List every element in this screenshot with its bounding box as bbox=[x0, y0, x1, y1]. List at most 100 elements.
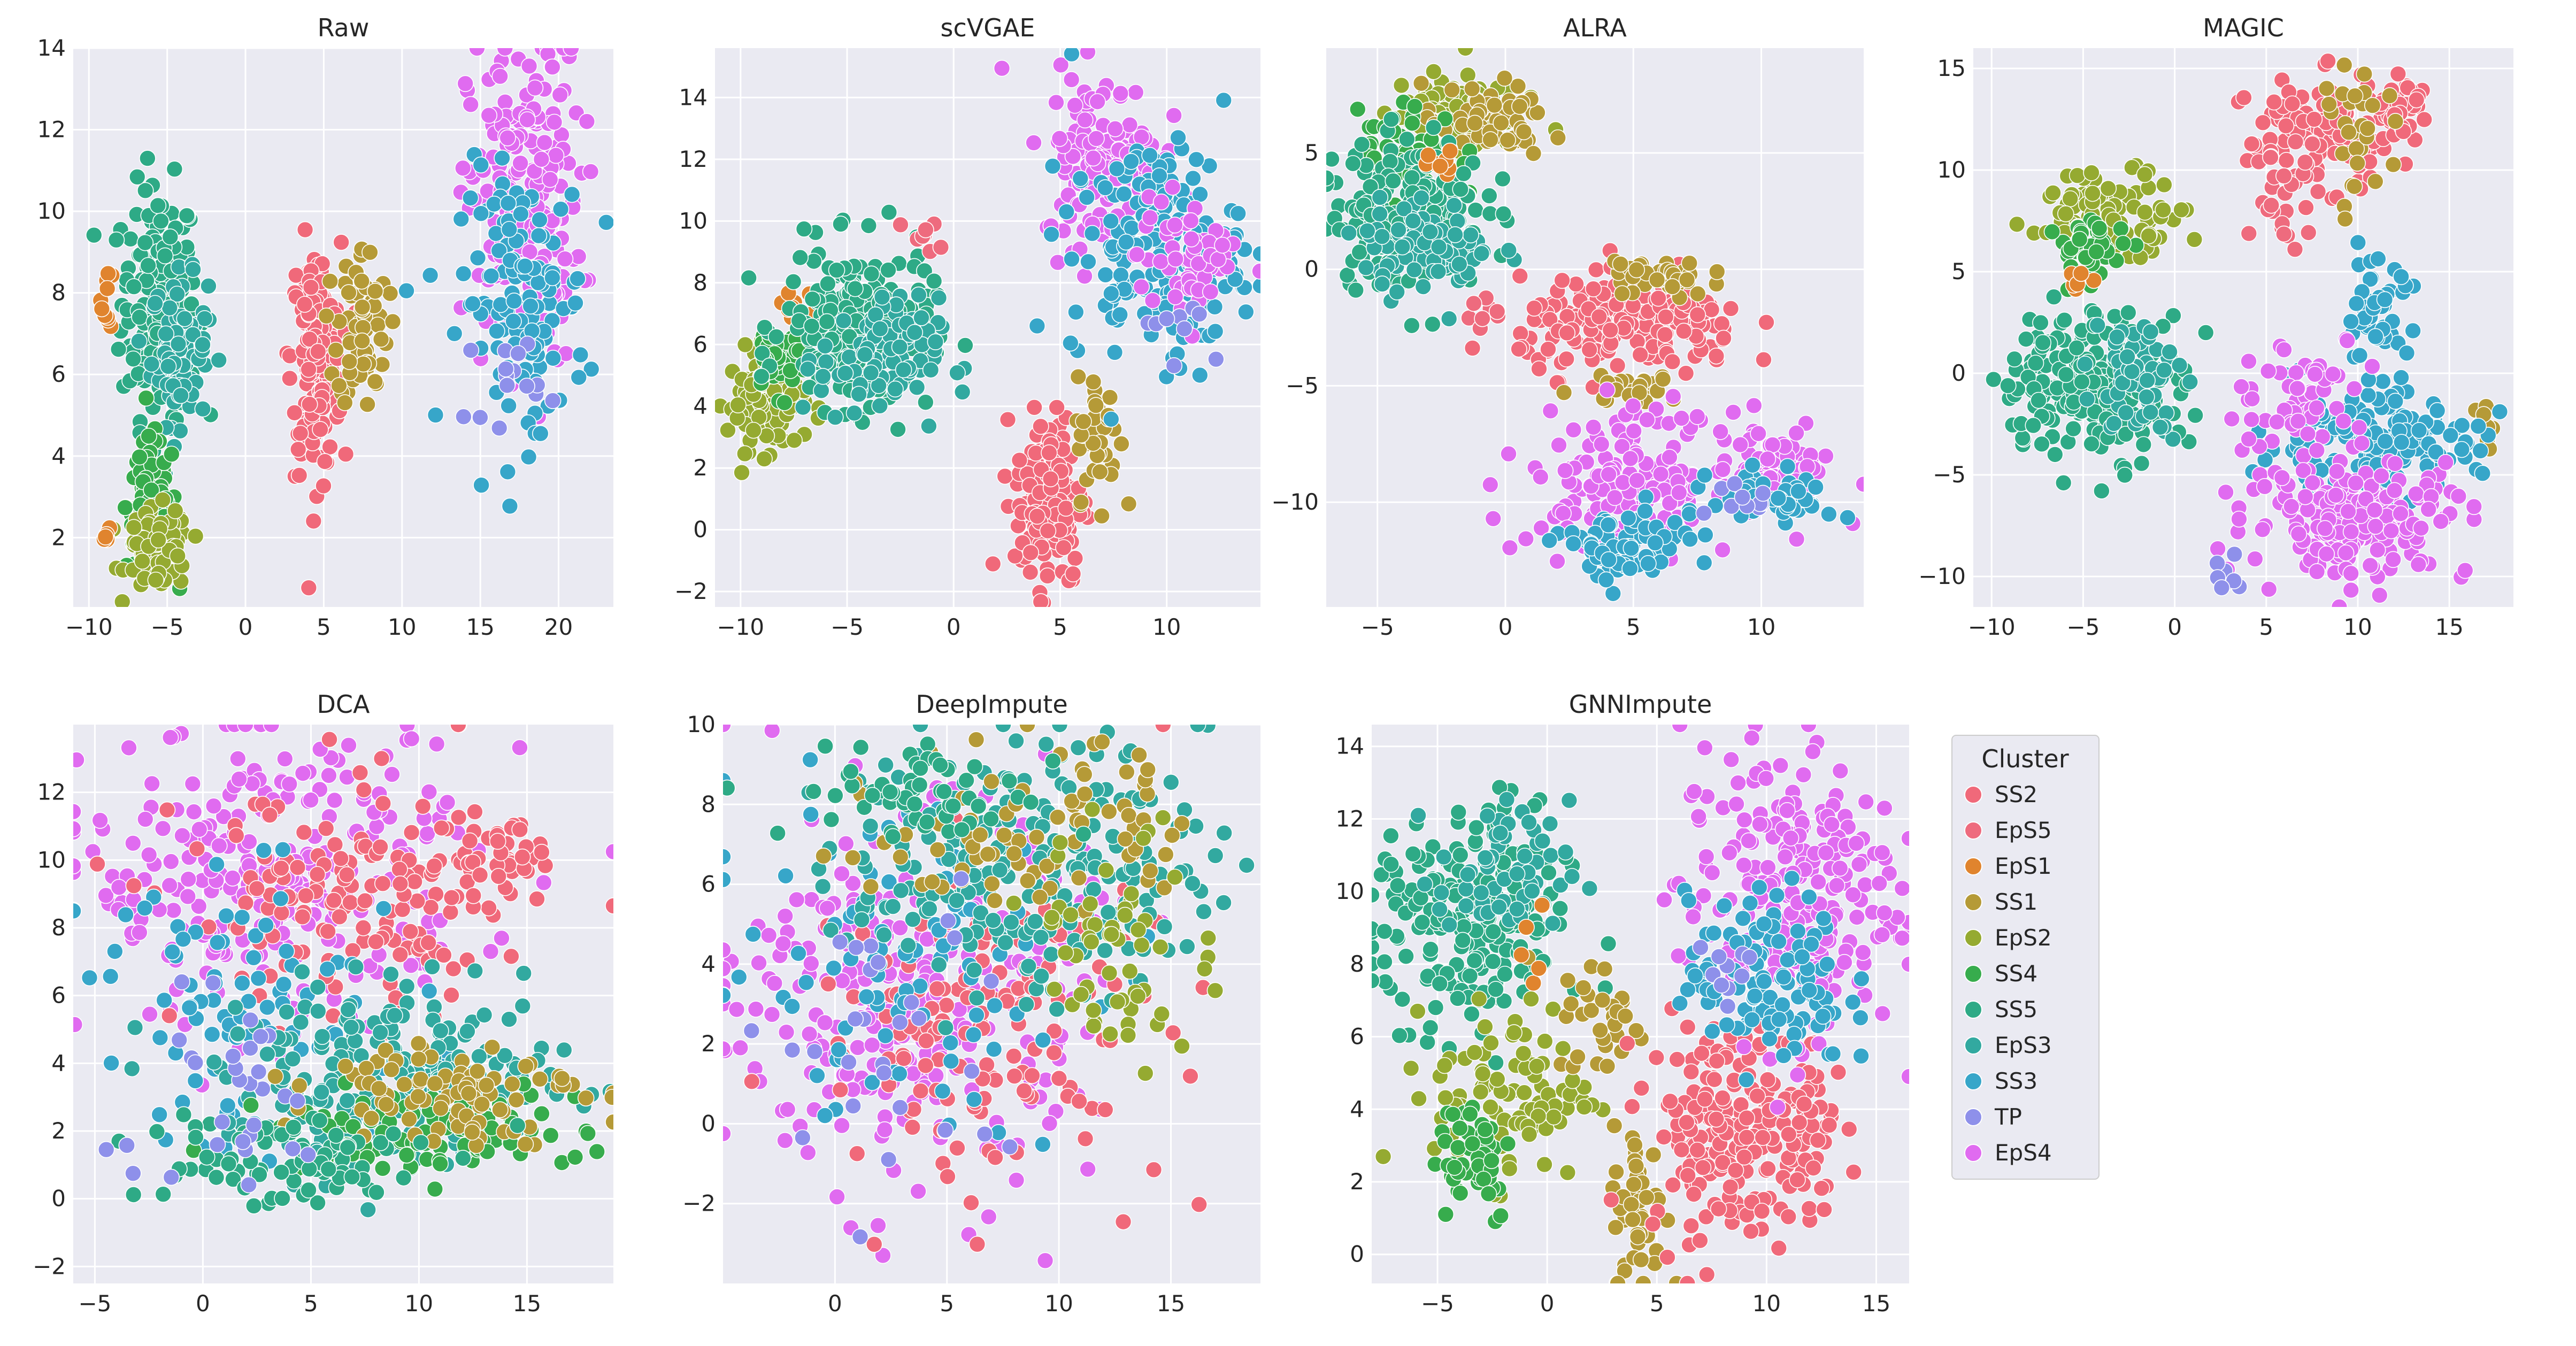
point-ss1 bbox=[1072, 494, 1090, 511]
point-ss5 bbox=[152, 212, 170, 230]
point-ss5 bbox=[2032, 314, 2049, 332]
point-eps4 bbox=[605, 843, 613, 860]
scatter-points bbox=[85, 48, 613, 607]
point-eps2 bbox=[134, 552, 151, 570]
point-eps4 bbox=[165, 902, 182, 919]
y-tick-label: −5 bbox=[1286, 372, 1319, 398]
point-eps3 bbox=[1404, 212, 1422, 229]
point-eps4 bbox=[2465, 498, 2483, 516]
point-ss2 bbox=[372, 838, 389, 856]
point-eps4 bbox=[2386, 455, 2404, 472]
point-ss5 bbox=[2065, 420, 2082, 437]
point-ss2 bbox=[1664, 353, 1681, 371]
point-eps4 bbox=[1182, 212, 1199, 229]
point-ss1 bbox=[1482, 131, 1499, 149]
point-eps4 bbox=[439, 794, 456, 811]
point-ss1 bbox=[1509, 78, 1527, 95]
point-eps4 bbox=[1712, 423, 1729, 440]
point-eps4 bbox=[2369, 541, 2386, 559]
point-ss2 bbox=[2254, 114, 2272, 132]
point-eps4 bbox=[2342, 523, 2360, 541]
point-eps2 bbox=[113, 593, 131, 607]
point-ss5 bbox=[1382, 111, 1400, 128]
point-tp bbox=[1165, 357, 1183, 374]
point-eps4 bbox=[1501, 539, 1519, 557]
point-eps4 bbox=[1085, 149, 1102, 167]
point-eps4 bbox=[520, 57, 538, 75]
point-ss2 bbox=[999, 411, 1017, 428]
point-ss1 bbox=[1466, 114, 1483, 132]
point-eps4 bbox=[1064, 148, 1082, 165]
point-eps3 bbox=[949, 364, 966, 381]
point-ss3 bbox=[2442, 427, 2459, 444]
point-ss2 bbox=[394, 901, 411, 918]
point-ss1 bbox=[1070, 368, 1087, 386]
point-ss3 bbox=[2342, 313, 2359, 330]
point-eps4 bbox=[1165, 107, 1182, 124]
y-tick-label: 6 bbox=[693, 331, 708, 357]
point-eps3 bbox=[1445, 197, 1463, 214]
point-ss2 bbox=[1755, 351, 1772, 368]
point-ss3 bbox=[469, 249, 487, 267]
point-eps3 bbox=[184, 261, 202, 278]
point-ss5 bbox=[2119, 304, 2137, 321]
point-ss3 bbox=[501, 221, 518, 238]
point-eps3 bbox=[2164, 430, 2182, 448]
point-eps4 bbox=[1112, 84, 1129, 102]
point-ss1 bbox=[1120, 495, 1137, 513]
point-eps4 bbox=[110, 879, 128, 896]
point-eps2 bbox=[786, 432, 803, 449]
point-eps3 bbox=[873, 288, 891, 306]
point-eps3 bbox=[2156, 362, 2173, 379]
point-eps4 bbox=[1066, 97, 1083, 114]
point-ss2 bbox=[1758, 313, 1775, 331]
point-eps4 bbox=[179, 888, 197, 905]
point-eps4 bbox=[2432, 513, 2449, 530]
point-ss3 bbox=[1744, 457, 1761, 474]
point-eps4 bbox=[2382, 522, 2400, 540]
x-tick-label: 10 bbox=[405, 1290, 433, 1317]
point-ss4 bbox=[2112, 220, 2129, 237]
point-ss2 bbox=[89, 856, 106, 873]
point-ss3 bbox=[2387, 393, 2404, 410]
point-eps5 bbox=[917, 221, 934, 239]
panel-title: DCA bbox=[317, 690, 370, 719]
point-eps3 bbox=[1429, 263, 1447, 280]
point-eps4 bbox=[493, 929, 510, 947]
y-tick-label: 4 bbox=[51, 1050, 66, 1076]
point-eps4 bbox=[2233, 378, 2250, 395]
point-eps3 bbox=[2078, 390, 2096, 408]
point-eps4 bbox=[1600, 466, 1617, 483]
point-ss3 bbox=[512, 205, 529, 222]
point-eps3 bbox=[817, 353, 835, 371]
point-ss2 bbox=[445, 960, 462, 978]
point-eps2 bbox=[2084, 184, 2101, 202]
point-eps4 bbox=[224, 870, 241, 887]
point-ss2 bbox=[409, 893, 426, 910]
point-tp bbox=[498, 376, 516, 394]
point-eps3 bbox=[196, 310, 213, 327]
point-ss3 bbox=[1623, 540, 1640, 557]
x-tick-label: 10 bbox=[1152, 614, 1181, 640]
point-eps4 bbox=[563, 48, 580, 57]
point-ss1 bbox=[1678, 271, 1696, 289]
point-ss5 bbox=[166, 160, 183, 178]
point-ss2 bbox=[1581, 341, 1598, 358]
point-eps4 bbox=[2308, 442, 2326, 459]
point-eps4 bbox=[1133, 278, 1150, 296]
point-eps4 bbox=[2316, 520, 2334, 537]
point-eps4 bbox=[1152, 253, 1170, 270]
point-ss5 bbox=[149, 197, 167, 214]
y-tick-label: 5 bbox=[1951, 258, 1966, 284]
point-ss5 bbox=[785, 273, 802, 290]
point-eps3 bbox=[813, 382, 830, 399]
point-eps3 bbox=[906, 324, 924, 341]
point-ss2 bbox=[290, 467, 308, 484]
point-ss3 bbox=[1620, 509, 1637, 527]
point-ss1 bbox=[1412, 74, 1430, 92]
point-ss2 bbox=[996, 467, 1014, 485]
point-ss2 bbox=[1055, 539, 1072, 556]
point-eps4 bbox=[1089, 93, 1106, 110]
point-eps4 bbox=[2353, 435, 2371, 452]
